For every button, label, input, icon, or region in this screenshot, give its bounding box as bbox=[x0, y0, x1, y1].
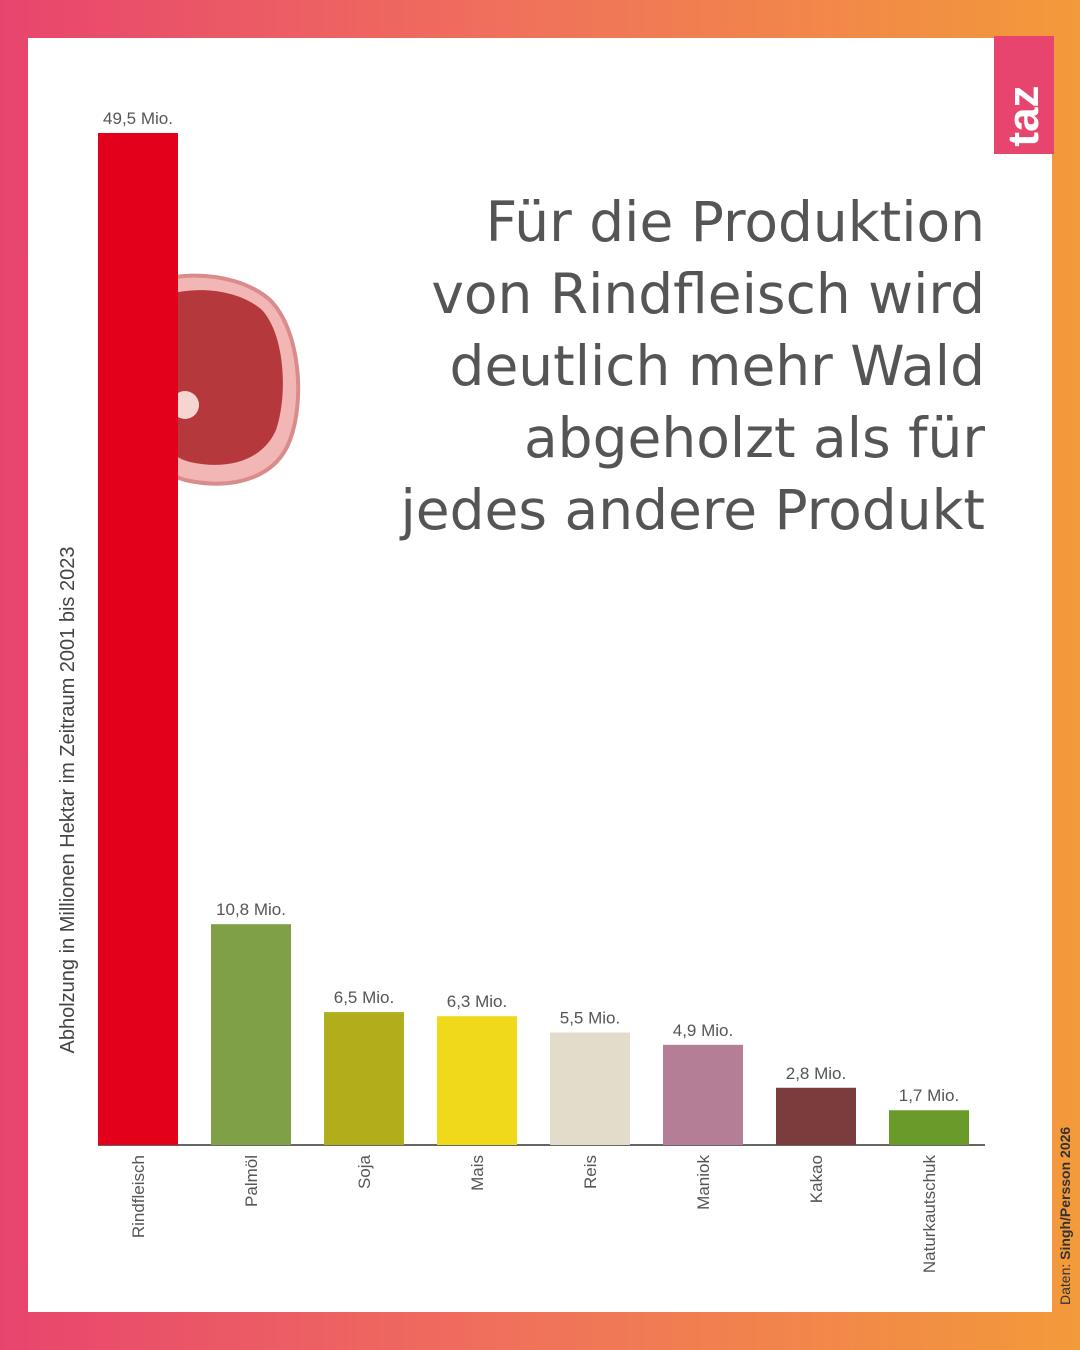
source: Daten: Singh/Persson 2026 bbox=[1057, 1127, 1073, 1305]
bar bbox=[324, 1012, 404, 1145]
bar bbox=[889, 1110, 969, 1145]
x-tick-label: Palmöl bbox=[242, 1155, 261, 1207]
x-tick-label: Mais bbox=[468, 1155, 487, 1191]
value-label: 4,9 Mio. bbox=[673, 1021, 733, 1040]
x-tick-label: Soja bbox=[355, 1154, 374, 1189]
x-tick-label: Rindfleisch bbox=[129, 1155, 148, 1238]
y-axis-label: Abholzung in Millionen Hektar im Zeitrau… bbox=[57, 547, 79, 1054]
value-label: 49,5 Mio. bbox=[103, 109, 173, 128]
x-tick-label: Reis bbox=[581, 1155, 600, 1189]
logo-text: taz bbox=[999, 85, 1048, 147]
x-tick-label: Kakao bbox=[807, 1155, 826, 1203]
value-label: 6,3 Mio. bbox=[447, 992, 507, 1011]
source-name: Singh/Persson 2026 bbox=[1057, 1127, 1073, 1260]
x-tick-label: Naturkautschuk bbox=[920, 1155, 939, 1274]
panel bbox=[28, 38, 1052, 1312]
source-label: Daten: bbox=[1057, 1264, 1073, 1305]
x-tick-label: Maniok bbox=[694, 1155, 713, 1210]
value-label: 5,5 Mio. bbox=[560, 1009, 620, 1028]
bar bbox=[776, 1087, 856, 1145]
chart-title: Für die Produktion von Rindfleisch wird … bbox=[400, 190, 985, 542]
value-label: 2,8 Mio. bbox=[786, 1064, 846, 1083]
bar bbox=[437, 1016, 517, 1145]
value-label: 1,7 Mio. bbox=[899, 1086, 959, 1105]
value-label: 6,5 Mio. bbox=[334, 988, 394, 1007]
bar bbox=[663, 1044, 743, 1145]
bar bbox=[550, 1032, 630, 1145]
logo: taz bbox=[994, 36, 1054, 154]
bar bbox=[211, 924, 291, 1145]
bar bbox=[98, 133, 178, 1145]
value-label: 10,8 Mio. bbox=[216, 900, 286, 919]
